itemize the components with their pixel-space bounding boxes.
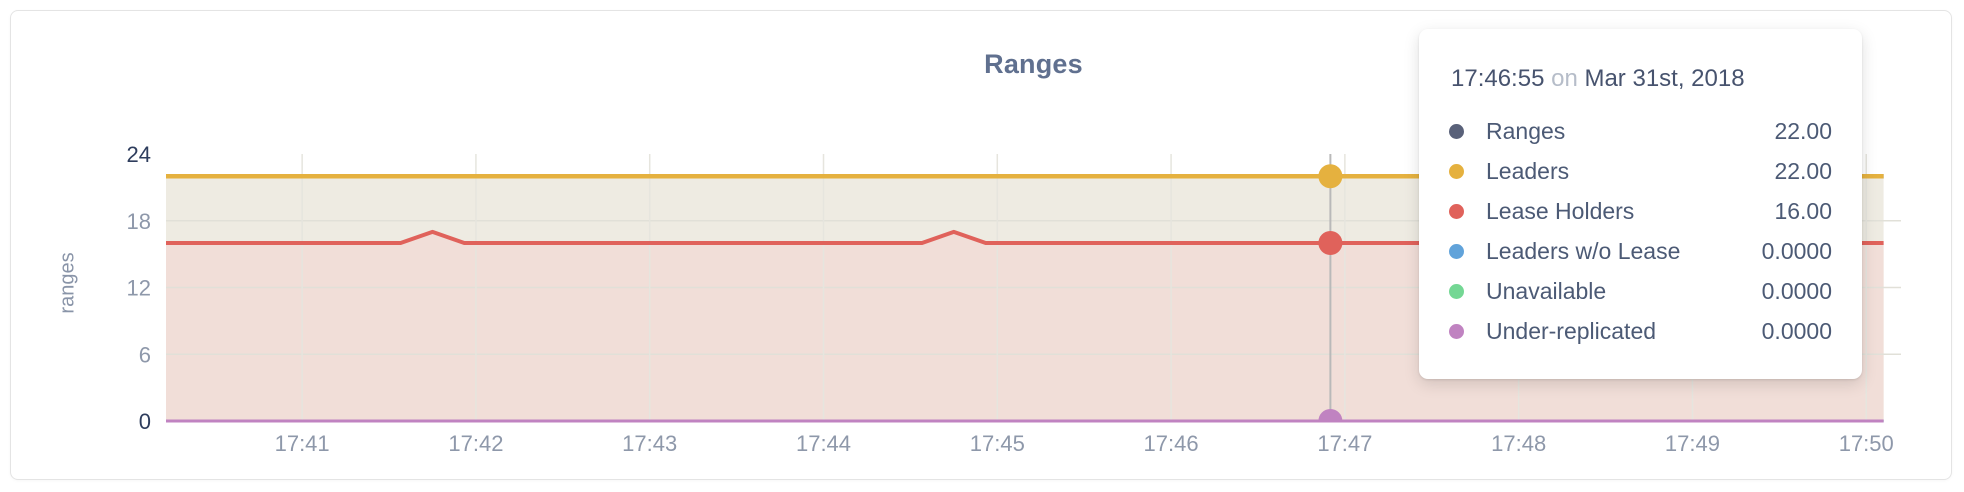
series-color-dot xyxy=(1449,203,1464,219)
tooltip-series-row: Ranges 22.00 xyxy=(1449,111,1832,151)
hover-point-dot xyxy=(1318,164,1343,189)
tooltip-conjunction: on xyxy=(1551,65,1578,92)
series-label: Under-replicated xyxy=(1486,317,1657,344)
tooltip-series-list: Ranges 22.00 Leaders 22.00 Lease Holders 16.0… xyxy=(1449,111,1832,351)
series-color-dot xyxy=(1449,123,1464,139)
x-tick-label: 17:47 xyxy=(1317,431,1372,456)
series-color-dot xyxy=(1449,163,1464,179)
hover-point-dot xyxy=(1318,231,1343,255)
y-tick-label: 12 xyxy=(127,276,151,301)
hover-layer xyxy=(1318,154,1343,423)
y-tick-label: 18 xyxy=(127,209,151,234)
tooltip-series-row: Unavailable 0.0000 xyxy=(1449,271,1832,311)
x-tick-label: 17:48 xyxy=(1491,431,1546,456)
series-label: Ranges xyxy=(1486,117,1566,144)
series-label: Leaders xyxy=(1486,157,1570,184)
series-color-dot xyxy=(1449,283,1464,299)
series-value: 0.0000 xyxy=(1761,317,1832,344)
hover-tooltip: 17:46:55 on Mar 31st, 2018 Ranges 22.00 Le… xyxy=(1419,29,1862,379)
x-tick-label: 17:41 xyxy=(275,431,330,456)
series-label: Lease Holders xyxy=(1486,197,1635,224)
tooltip-series-row: Lease Holders 16.00 xyxy=(1449,191,1832,231)
y-tick-label: 0 xyxy=(139,409,151,434)
series-value: 22.00 xyxy=(1774,117,1832,144)
series-value: 0.0000 xyxy=(1761,277,1832,304)
series-label: Unavailable xyxy=(1486,277,1607,304)
chart-card: Ranges ranges 17:41 17:42 17:43 17:44 17:45 1… xyxy=(10,10,1952,480)
x-tick-label: 17:42 xyxy=(448,431,503,456)
series-color-dot xyxy=(1449,323,1464,339)
series-label: Leaders w/o Lease xyxy=(1486,237,1681,264)
series-value: 16.00 xyxy=(1774,197,1832,224)
x-tick-label: 17:49 xyxy=(1665,431,1720,456)
line-lease-holders xyxy=(166,229,1884,245)
y-tick-label: 24 xyxy=(127,142,151,167)
tooltip-time: 17:46:55 xyxy=(1451,65,1545,92)
y-axis-tick-labels: 0 6 12 18 24 xyxy=(127,142,151,434)
tooltip-series-row: Leaders w/o Lease 0.0000 xyxy=(1449,231,1832,271)
series-color-dot xyxy=(1449,243,1464,259)
x-axis-tick-labels: 17:41 17:42 17:43 17:44 17:45 17:46 17:47 17:48… xyxy=(275,431,1894,456)
tooltip-series-row: Under-replicated 0.0000 xyxy=(1449,311,1832,351)
x-tick-label: 17:46 xyxy=(1144,431,1199,456)
tooltip-header: 17:46:55 on Mar 31st, 2018 xyxy=(1449,63,1832,95)
x-tick-label: 17:50 xyxy=(1839,431,1894,456)
x-tick-label: 17:43 xyxy=(622,431,677,456)
hover-point-dot xyxy=(1318,409,1343,423)
series-value: 0.0000 xyxy=(1761,237,1832,264)
tooltip-series-row: Leaders 22.00 xyxy=(1449,151,1832,191)
y-tick-label: 6 xyxy=(139,342,151,367)
x-tick-label: 17:45 xyxy=(970,431,1025,456)
chart-title: Ranges xyxy=(984,49,1083,79)
tooltip-date: Mar 31st, 2018 xyxy=(1584,65,1745,92)
x-tick-label: 17:44 xyxy=(796,431,851,456)
series-value: 22.00 xyxy=(1774,157,1832,184)
